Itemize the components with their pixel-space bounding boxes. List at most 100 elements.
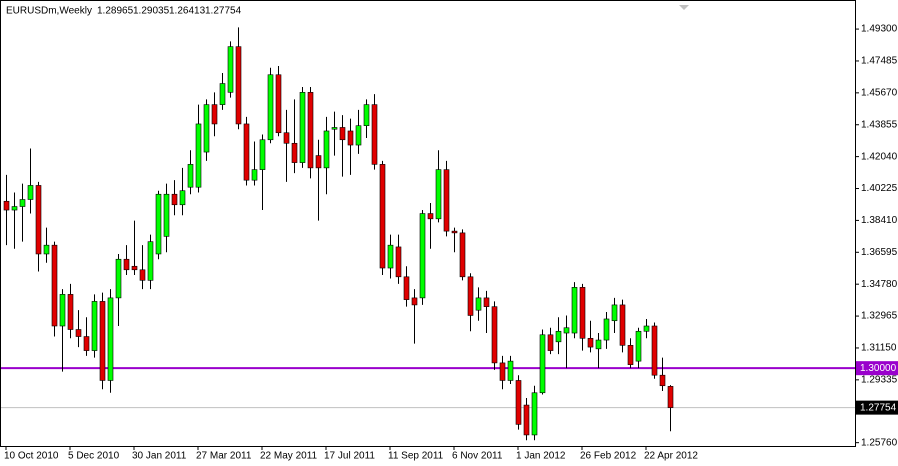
- y-tick-label: 1.34780: [861, 279, 898, 290]
- candle-body: [315, 155, 322, 169]
- candle-body: [171, 193, 178, 206]
- y-tick-label: 1.36595: [861, 247, 898, 258]
- candle-body: [667, 386, 674, 408]
- x-tick-label: 22 Apr 2012: [644, 451, 698, 462]
- candle-body: [19, 199, 26, 207]
- candle-body: [619, 304, 626, 346]
- candle-body: [523, 404, 530, 436]
- candle-body: [403, 276, 410, 300]
- candle-body: [83, 336, 90, 351]
- y-tick-label: 1.42040: [861, 151, 898, 162]
- y-tick-label: 1.32965: [861, 311, 898, 322]
- candle-body: [243, 123, 250, 181]
- y-tick-label: 1.25760: [861, 437, 898, 448]
- candle-body: [299, 92, 306, 163]
- candle-body: [435, 169, 442, 220]
- candle-body: [603, 318, 610, 341]
- candle-body: [371, 104, 378, 165]
- candle-body: [115, 258, 122, 299]
- candle-body: [235, 46, 242, 125]
- candle-body: [251, 169, 258, 181]
- candle-body: [107, 297, 114, 381]
- candle-body: [587, 337, 594, 348]
- candle-body: [611, 304, 618, 322]
- candle-body: [627, 345, 634, 365]
- candle-body: [11, 206, 18, 211]
- x-tick-label: 6 Nov 2011: [452, 451, 503, 462]
- candle-body: [635, 330, 642, 362]
- shift-marker: [679, 5, 689, 10]
- y-tick-label: 1.45670: [861, 87, 898, 98]
- candle-body: [427, 213, 434, 220]
- header-close: 1.27754: [205, 6, 242, 17]
- candle-body: [443, 169, 450, 232]
- candle-body: [291, 142, 298, 163]
- x-tick-label: 10 Oct 2010: [4, 451, 59, 462]
- candle-body: [203, 104, 210, 153]
- y-tick-label: 1.47485: [861, 56, 898, 67]
- y-tick-label: 1.43855: [861, 119, 898, 130]
- candle-body: [363, 104, 370, 127]
- x-tick-label: 27 Mar 2011: [196, 451, 252, 462]
- candle-body: [3, 200, 10, 211]
- candle-body: [355, 125, 362, 146]
- candle-body: [347, 130, 354, 146]
- candle-body: [547, 334, 554, 351]
- level-label-box: [856, 361, 898, 376]
- candle-body: [379, 164, 386, 269]
- candle-body: [275, 74, 282, 134]
- x-tick-label: 11 Sep 2011: [388, 451, 444, 462]
- candle-body: [555, 330, 562, 343]
- candle-body: [451, 230, 458, 234]
- candle-body: [211, 104, 218, 125]
- header-high: 1.29035: [133, 6, 170, 17]
- candle-body: [339, 127, 346, 141]
- y-tick-label: 1.38410: [861, 215, 898, 226]
- candle-body: [539, 334, 546, 394]
- candle-body: [323, 130, 330, 169]
- candle-body: [595, 339, 602, 350]
- candle-body: [579, 287, 586, 339]
- x-tick-label: 5 Dec 2010: [68, 451, 120, 462]
- level-label: 1.30000: [860, 363, 897, 374]
- candle-body: [195, 123, 202, 188]
- candle-body: [91, 301, 98, 351]
- candle-body: [123, 258, 130, 271]
- candle-body: [187, 164, 194, 188]
- candle-body: [155, 193, 162, 255]
- price-label-box: [856, 400, 898, 415]
- candle-body: [307, 92, 314, 169]
- candle-body: [531, 392, 538, 436]
- candle-body: [35, 185, 42, 255]
- candle-body: [395, 246, 402, 278]
- x-tick-label: 17 Jul 2011: [324, 451, 375, 462]
- x-tick-label: 1 Jan 2012: [516, 451, 566, 462]
- y-tick-label: 1.40225: [861, 183, 898, 194]
- candle-body: [59, 294, 66, 327]
- candle-body: [467, 276, 474, 316]
- candle-body: [51, 244, 58, 327]
- candle-body: [147, 241, 154, 281]
- candle-body: [43, 244, 50, 255]
- candle-body: [643, 325, 650, 332]
- candle-body: [99, 301, 106, 381]
- x-tick-label: 26 Feb 2012: [580, 451, 637, 462]
- candle-body: [491, 306, 498, 364]
- candle-body: [651, 325, 658, 376]
- candle-body: [387, 244, 394, 269]
- candle-body: [563, 327, 570, 334]
- header: EURUSDm,Weekly 1.28965 1.29035 1.26413 1…: [6, 6, 242, 17]
- candle-body: [27, 185, 34, 200]
- candle-body: [499, 362, 506, 381]
- candle-body: [131, 265, 138, 271]
- header-low: 1.26413: [169, 6, 206, 17]
- candle-body: [515, 380, 522, 425]
- candle-body: [67, 294, 74, 330]
- y-tick-label: 1.49300: [861, 24, 898, 35]
- symbol-title: EURUSDm,Weekly: [6, 6, 92, 17]
- y-tick-label: 1.29335: [861, 374, 898, 385]
- candle-body: [483, 297, 490, 307]
- candle-body: [331, 127, 338, 130]
